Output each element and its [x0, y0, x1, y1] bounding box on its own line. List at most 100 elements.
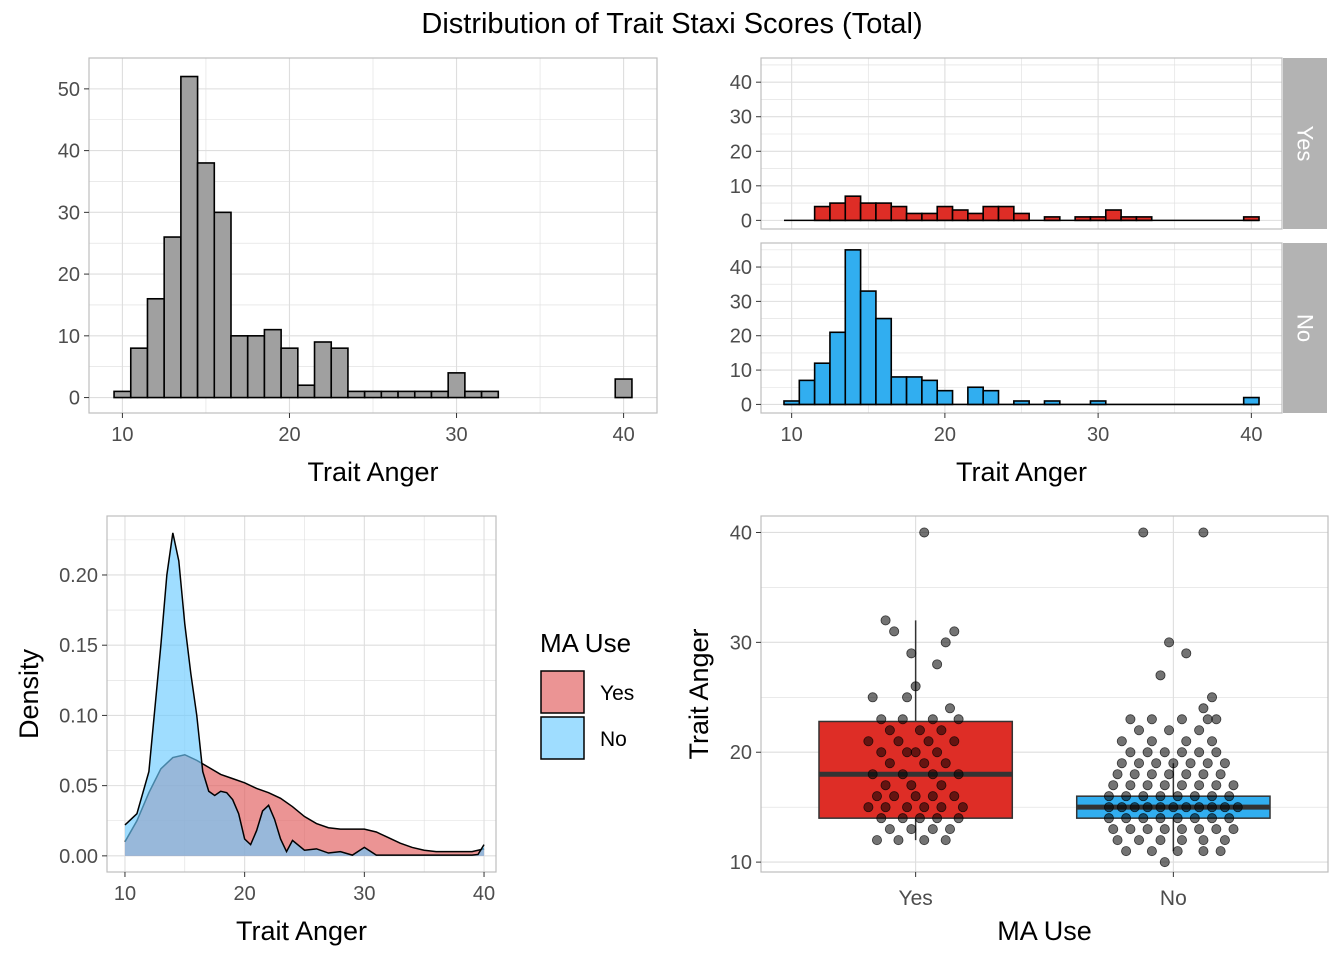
histogram-bar	[997, 205, 1015, 222]
histogram-bar	[813, 362, 831, 406]
y-tick-label: 20	[730, 742, 752, 764]
data-point	[1176, 824, 1187, 835]
data-point	[1159, 857, 1170, 868]
histogram-bar	[1242, 396, 1260, 406]
data-point	[1176, 714, 1187, 725]
legend-label: Yes	[600, 682, 634, 705]
y-tick-label: 50	[58, 79, 80, 101]
data-point	[1164, 769, 1175, 780]
data-point	[902, 747, 913, 758]
data-point	[1138, 527, 1149, 538]
data-point	[1168, 758, 1179, 769]
y-tick-label: 40	[730, 72, 752, 94]
data-point	[1155, 813, 1166, 824]
points-no	[1103, 527, 1243, 868]
data-point	[1142, 747, 1153, 758]
data-point	[1155, 791, 1166, 802]
y-tick-label: 20	[730, 326, 752, 348]
histogram-bar	[875, 317, 893, 406]
data-point	[871, 791, 882, 802]
data-point	[1224, 813, 1235, 824]
data-point	[863, 802, 874, 813]
legend-title: MA Use	[540, 628, 631, 658]
histogram-bar	[1013, 212, 1030, 222]
data-point	[876, 747, 887, 758]
data-point	[1202, 758, 1213, 769]
data-point	[932, 813, 943, 824]
y-tick-label: 40	[58, 141, 80, 163]
x-tick-label: 10	[111, 424, 133, 446]
x-tick-label: 20	[234, 883, 256, 905]
data-point	[884, 758, 895, 769]
data-point	[884, 824, 895, 835]
data-point	[945, 703, 956, 714]
histogram-bar	[936, 205, 954, 222]
data-point	[940, 758, 951, 769]
data-point	[880, 615, 891, 626]
histogram-bar	[464, 390, 483, 399]
data-point	[1134, 758, 1145, 769]
histogram-bar	[246, 335, 266, 399]
data-point	[1142, 824, 1153, 835]
data-point	[910, 747, 921, 758]
data-point	[1181, 736, 1192, 747]
y-tick-label: 0.00	[59, 846, 98, 868]
x-tick-label: No	[1160, 887, 1187, 910]
data-point	[1155, 670, 1166, 681]
data-point	[906, 780, 917, 791]
data-point	[1164, 725, 1175, 736]
histogram-bar	[813, 205, 831, 222]
data-point	[1108, 780, 1119, 791]
data-point	[1211, 747, 1222, 758]
data-point	[1146, 769, 1157, 780]
x-tick-label: 20	[278, 424, 300, 446]
y-tick-label: 30	[730, 632, 752, 654]
data-point	[1134, 725, 1145, 736]
histogram-bar	[113, 390, 132, 399]
panel-border	[760, 515, 1329, 873]
data-point	[1108, 824, 1119, 835]
panel-border	[760, 57, 1283, 230]
data-point	[919, 758, 930, 769]
data-point	[902, 802, 913, 813]
data-point	[1215, 769, 1226, 780]
histogram-bar	[844, 195, 862, 222]
histogram-bar	[829, 331, 847, 406]
histogram-bar	[430, 390, 449, 399]
data-point	[927, 791, 938, 802]
data-point	[949, 791, 960, 802]
data-point	[914, 813, 925, 824]
data-point	[1125, 780, 1136, 791]
data-point	[889, 626, 900, 637]
data-point	[1116, 736, 1127, 747]
data-point	[910, 791, 921, 802]
data-point	[1198, 527, 1209, 538]
x-tick-label: 40	[1240, 424, 1262, 446]
data-point	[919, 835, 930, 846]
histogram-bar	[844, 249, 862, 406]
data-point	[897, 714, 908, 725]
data-point	[1202, 714, 1213, 725]
data-point	[927, 769, 938, 780]
x-tick-label: 40	[612, 424, 634, 446]
data-point	[1207, 813, 1218, 824]
data-point	[1219, 802, 1230, 813]
data-point	[1159, 747, 1170, 758]
data-point	[936, 802, 947, 813]
data-point	[1103, 791, 1114, 802]
data-point	[940, 637, 951, 648]
x-axis-label: MA Use	[997, 916, 1092, 946]
data-point	[1207, 802, 1218, 813]
y-tick-label: 10	[730, 852, 752, 874]
boxplot-chart: 10 20 30 40 Yes No MA Use Trait Anger	[684, 515, 1329, 946]
data-point	[1121, 791, 1132, 802]
data-point	[906, 824, 917, 835]
data-point	[876, 813, 887, 824]
histogram-bar	[480, 390, 500, 399]
y-tick-label: 0.15	[59, 635, 98, 657]
data-point	[949, 626, 960, 637]
facet-strip-label: Yes	[1293, 126, 1318, 162]
data-point	[1181, 769, 1192, 780]
density-chart: 0.00 0.05 0.10 0.15 0.20 10 20 30 40 Trait Anger D…	[14, 515, 634, 946]
data-point	[1232, 802, 1243, 813]
